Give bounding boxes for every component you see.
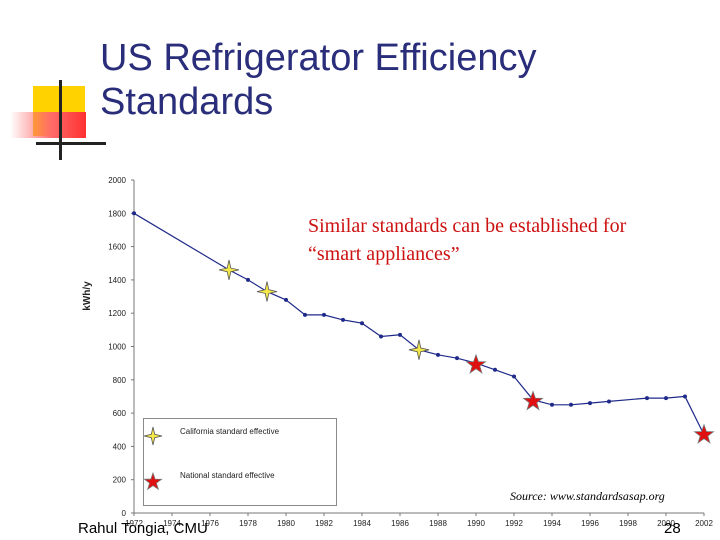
footer-author: Rahul Tongia, CMU bbox=[78, 520, 208, 537]
y-tick-label: 1400 bbox=[108, 276, 126, 285]
chart-legend: California standard effective National s… bbox=[143, 418, 337, 506]
y-tick-label: 0 bbox=[122, 509, 127, 518]
x-tick-label: 1992 bbox=[505, 519, 523, 528]
california-standard-star-icon bbox=[408, 339, 430, 360]
y-tick-label: 1000 bbox=[108, 343, 126, 352]
y-axis-label: kWh/y bbox=[82, 281, 93, 311]
series-point bbox=[303, 312, 307, 317]
x-tick-label: 1980 bbox=[277, 519, 295, 528]
legend-national-star-icon bbox=[144, 471, 163, 491]
x-tick-label: 1982 bbox=[315, 519, 333, 528]
series-point bbox=[569, 402, 573, 407]
callout-line-1: Similar standards can be established for bbox=[308, 215, 627, 237]
slide-title: US Refrigerator Efficiency Standards bbox=[100, 36, 700, 124]
x-tick-label: 1974 bbox=[163, 519, 181, 528]
y-tick-label: 400 bbox=[113, 442, 127, 451]
series-point bbox=[132, 211, 136, 216]
x-tick-label: 1994 bbox=[543, 519, 561, 528]
source-citation: Source: www.standardsasap.org bbox=[510, 489, 665, 503]
series-point bbox=[664, 396, 668, 401]
series-point bbox=[645, 396, 649, 401]
x-tick-label: 1988 bbox=[429, 519, 447, 528]
series-point bbox=[436, 352, 440, 357]
national-standard-star-icon bbox=[693, 423, 715, 444]
x-tick-label: 1978 bbox=[239, 519, 257, 528]
california-standard-star-icon bbox=[218, 259, 240, 280]
callout-text: Similar standards can be established for… bbox=[308, 212, 708, 268]
legend-california-star-icon bbox=[144, 426, 163, 446]
y-tick-label: 600 bbox=[113, 409, 127, 418]
series-tail-segment bbox=[684, 396, 705, 436]
y-tick-label: 800 bbox=[113, 376, 127, 385]
x-tick-label: 1976 bbox=[201, 519, 219, 528]
x-tick-label: 2002 bbox=[695, 519, 713, 528]
legend-label-california: California standard effective bbox=[180, 427, 280, 436]
national-standard-star-icon bbox=[522, 390, 544, 411]
series-point bbox=[512, 374, 516, 379]
x-tick-label: 1990 bbox=[467, 519, 485, 528]
y-tick-label: 200 bbox=[113, 476, 127, 485]
decorative-horizontal-line bbox=[36, 142, 106, 145]
california-standard-star-icon bbox=[256, 281, 278, 302]
x-tick-label: 1984 bbox=[353, 519, 371, 528]
x-tick-label: 2000 bbox=[657, 519, 675, 528]
series-point bbox=[322, 312, 326, 317]
series-point bbox=[246, 277, 250, 282]
decorative-vertical-line bbox=[59, 80, 62, 160]
series-point bbox=[550, 402, 554, 407]
page-number: 28 bbox=[664, 520, 681, 537]
series-point bbox=[398, 332, 402, 337]
y-tick-label: 2000 bbox=[108, 176, 126, 185]
x-tick-label: 1986 bbox=[391, 519, 409, 528]
y-tick-label: 1800 bbox=[108, 209, 126, 218]
legend-label-national: National standard effective bbox=[180, 471, 275, 480]
callout-line-2: “smart appliances” bbox=[308, 243, 460, 265]
decorative-red-bar bbox=[10, 112, 86, 138]
series-point bbox=[455, 356, 459, 361]
x-tick-label: 1996 bbox=[581, 519, 599, 528]
series-point bbox=[341, 317, 345, 322]
y-tick-label: 1600 bbox=[108, 243, 126, 252]
series-point bbox=[379, 334, 383, 339]
x-tick-label: 1972 bbox=[125, 519, 143, 528]
slide-title-line-2: Standards bbox=[100, 81, 274, 123]
legend-markers bbox=[144, 426, 163, 491]
series-point bbox=[588, 401, 592, 406]
series-point bbox=[284, 297, 288, 302]
slide-title-line-1: US Refrigerator Efficiency bbox=[100, 37, 537, 79]
x-tick-label: 1998 bbox=[619, 519, 637, 528]
series-point bbox=[360, 321, 364, 326]
national-standard-star-icon bbox=[465, 353, 487, 374]
y-tick-label: 1200 bbox=[108, 309, 126, 318]
series-point bbox=[607, 399, 611, 404]
series-point bbox=[493, 367, 497, 372]
